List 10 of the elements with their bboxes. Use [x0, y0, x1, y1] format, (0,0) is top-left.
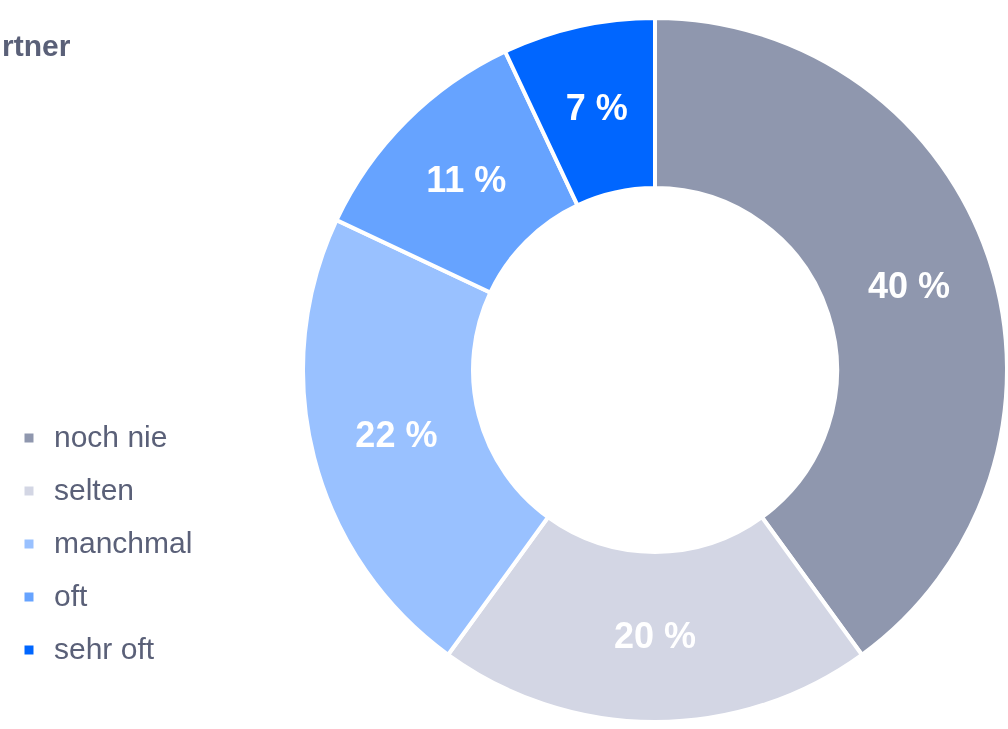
data-label: 40 % [867, 265, 950, 307]
legend-label: sehr oft [54, 632, 155, 665]
legend-label: selten [54, 473, 135, 506]
data-label: 11 % [426, 159, 507, 201]
data-label: 22 % [355, 414, 438, 456]
legend-label: oft [54, 579, 89, 612]
legend-label: manchmal [54, 526, 193, 559]
data-label: 7 % [565, 87, 628, 129]
legend-label: noch nie [54, 420, 168, 453]
chart-title: rtner [2, 29, 71, 62]
